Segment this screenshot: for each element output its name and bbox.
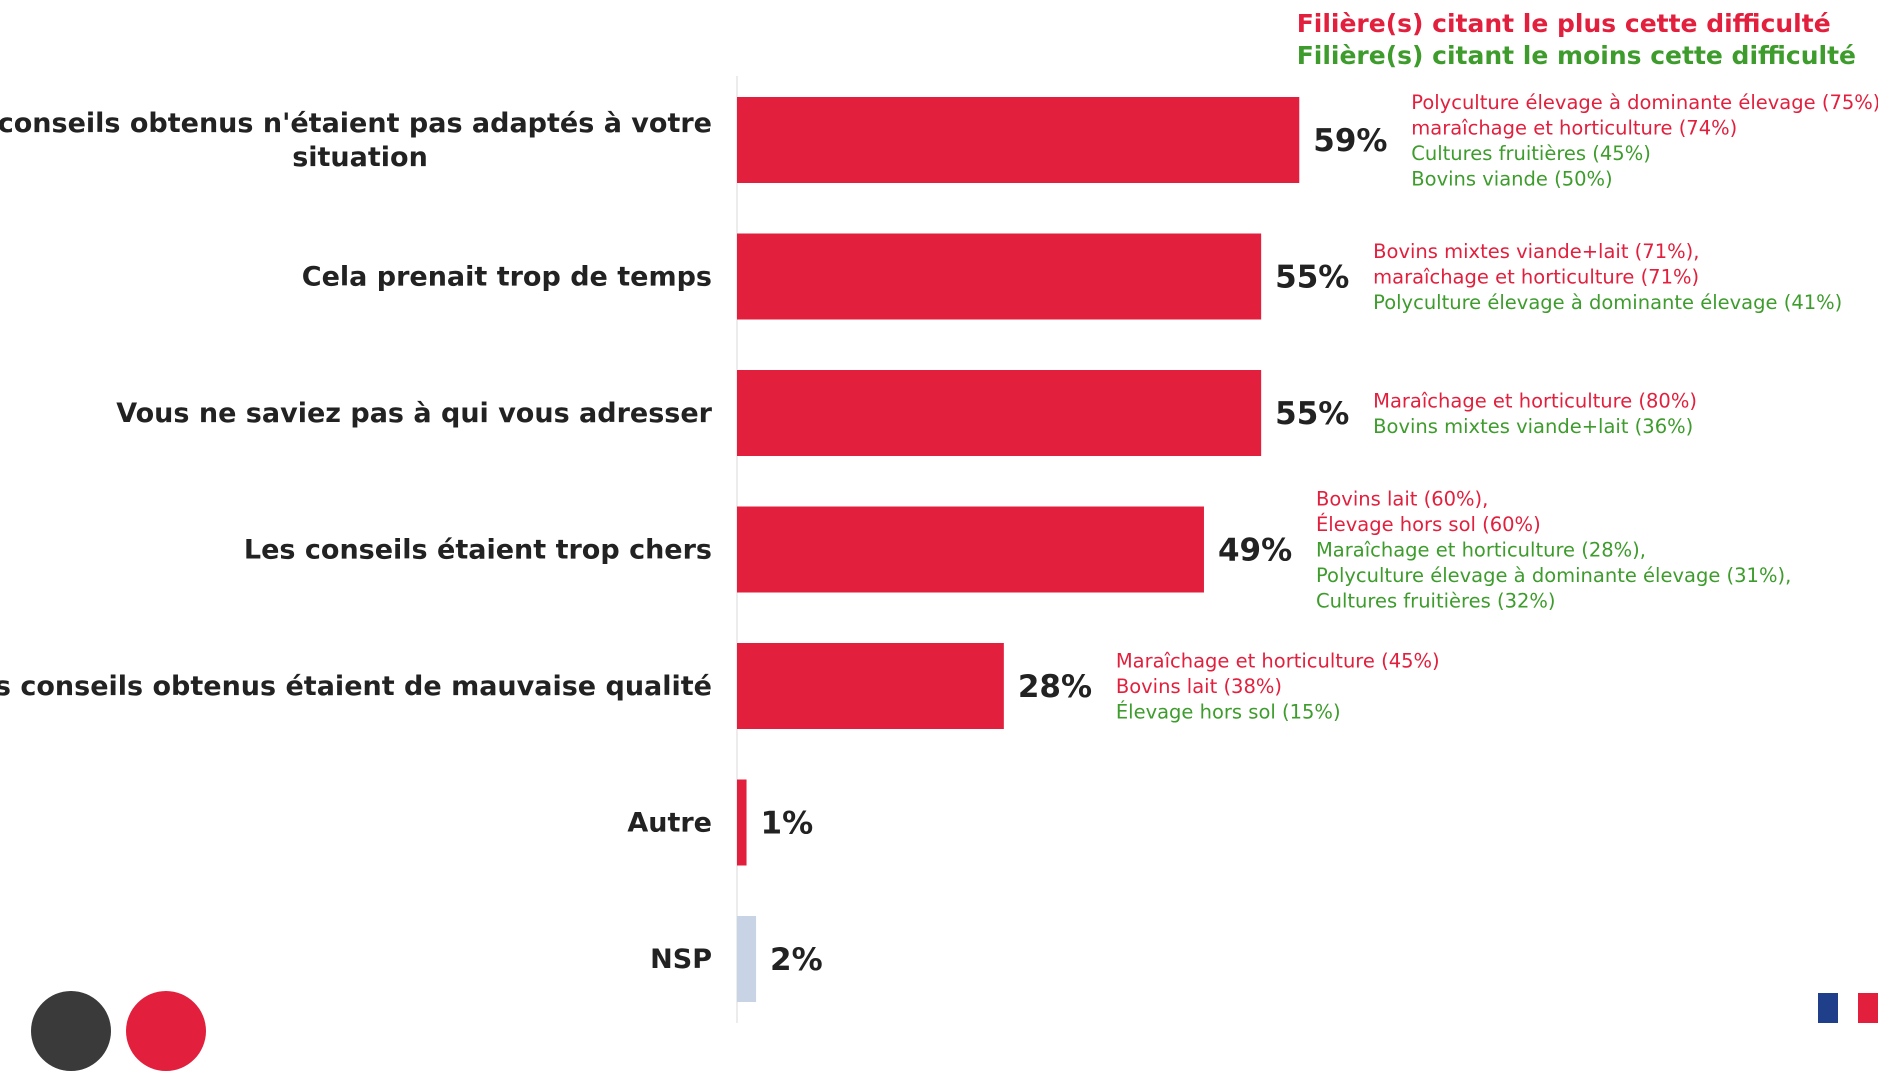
bar-chart: Les conseils obtenus n'étaient pas adapt…	[0, 76, 1878, 1023]
most-cited-annotation: Polyculture élevage à dominante élevage …	[1411, 91, 1878, 114]
value-label: 1%	[761, 806, 814, 842]
most-cited-annotation: Maraîchage et horticulture (45%)	[1116, 650, 1440, 673]
flag-logo	[1818, 993, 1878, 1023]
bar	[737, 779, 747, 866]
value-label: 55%	[1275, 260, 1349, 296]
most-cited-annotation: Élevage hors sol (60%)	[1316, 513, 1541, 536]
bar	[737, 643, 1004, 729]
most-cited-annotation: maraîchage et horticulture (71%)	[1373, 266, 1699, 289]
least-cited-annotation: Élevage hors sol (15%)	[1116, 701, 1341, 724]
most-cited-annotation: Bovins lait (60%),	[1316, 488, 1488, 511]
category-label: Autre	[627, 808, 712, 839]
bar	[737, 97, 1300, 183]
most-cited-annotation: Maraîchage et horticulture (80%)	[1373, 389, 1697, 412]
least-cited-annotation: Polyculture élevage à dominante élevage …	[1373, 291, 1842, 314]
bar	[737, 233, 1262, 320]
brand-logo	[31, 991, 206, 1071]
bar	[737, 506, 1204, 593]
value-label: 2%	[770, 942, 823, 978]
least-cited-annotation: Cultures fruitières (32%)	[1316, 590, 1556, 613]
least-cited-annotation: Cultures fruitières (45%)	[1411, 142, 1651, 165]
most-cited-annotation: Bovins lait (38%)	[1116, 675, 1282, 698]
category-label: Les conseils étaient trop chers	[244, 535, 712, 566]
value-label: 59%	[1313, 123, 1387, 159]
value-label: 49%	[1218, 533, 1292, 569]
category-label: Cela prenait trop de temps	[302, 262, 712, 293]
least-cited-annotation: Bovins mixtes viande+lait (36%)	[1373, 415, 1693, 438]
legend-most-cited: Filière(s) citant le plus cette difficul…	[1296, 9, 1831, 38]
most-cited-annotation: maraîchage et horticulture (74%)	[1411, 116, 1737, 139]
bar	[737, 370, 1262, 456]
least-cited-annotation: Bovins viande (50%)	[1411, 167, 1612, 190]
category-label: NSP	[650, 944, 712, 975]
category-label: Les conseils obtenus n'étaient pas adapt…	[0, 108, 712, 139]
legend-least-cited: Filière(s) citant le moins cette difficu…	[1296, 41, 1856, 70]
least-cited-annotation: Polyculture élevage à dominante élevage …	[1316, 564, 1791, 587]
chart-legend: Filière(s) citant le plus cette difficul…	[1297, 8, 1856, 72]
value-label: 55%	[1275, 396, 1349, 432]
category-label: Vous ne saviez pas à qui vous adresser	[116, 398, 712, 429]
most-cited-annotation: Bovins mixtes viande+lait (71%),	[1373, 240, 1699, 263]
bar	[737, 916, 757, 1002]
category-label: Les conseils obtenus étaient de mauvaise…	[0, 671, 712, 702]
value-label: 28%	[1018, 669, 1092, 705]
category-label: situation	[292, 142, 428, 173]
least-cited-annotation: Maraîchage et horticulture (28%),	[1316, 539, 1646, 562]
